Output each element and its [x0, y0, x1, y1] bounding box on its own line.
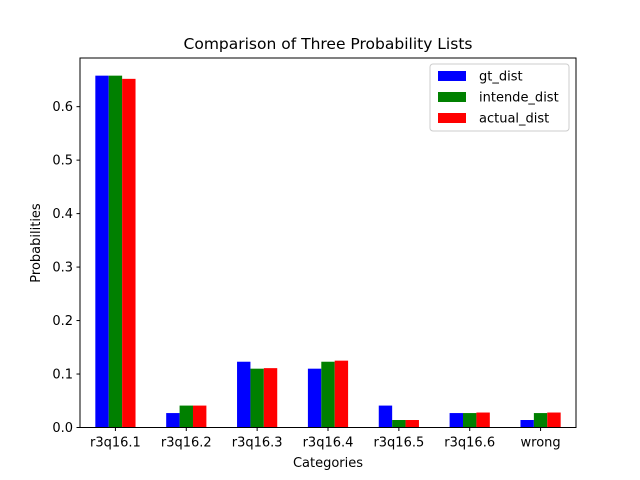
bar-actual_dist-r3q16.4 — [334, 360, 349, 428]
bar-actual_dist-r3q16.6 — [476, 412, 490, 428]
legend: gt_dist intende_dist actual_dist — [429, 63, 570, 132]
bar-gt_dist-r3q16.1 — [95, 75, 109, 428]
bars-group — [95, 75, 561, 428]
legend-label-actual_dist: actual_dist — [479, 112, 549, 127]
x-tick-label: r3q16.6 — [444, 436, 495, 451]
bar-actual_dist-r3q16.2 — [192, 405, 207, 428]
legend-label-intende_dist: intende_dist — [479, 91, 559, 106]
y-axis: 0.0 0.1 0.2 0.3 0.4 0.5 0.6 — [52, 100, 80, 436]
bar-gt_dist-r3q16.2 — [166, 413, 180, 428]
legend-swatch-intende_dist — [438, 92, 466, 102]
bar-gt_dist-wrong — [520, 420, 534, 428]
x-axis: r3q16.1 r3q16.2 r3q16.3 r3q16.4 r3q16.5 r3q16… — [90, 427, 561, 451]
y-tick-label: 0.3 — [52, 261, 73, 276]
y-axis-label: Probabilities — [29, 203, 44, 283]
bar-gt_dist-r3q16.5 — [378, 405, 393, 428]
x-tick-label: r3q16.4 — [303, 436, 354, 451]
x-tick-label: wrong — [521, 436, 561, 451]
bar-intende_dist-r3q16.5 — [392, 420, 406, 428]
y-tick-label: 0.4 — [52, 207, 73, 222]
y-tick-label: 0.5 — [52, 154, 73, 169]
y-tick-label: 0.1 — [52, 368, 73, 383]
bar-gt_dist-r3q16.3 — [237, 361, 251, 428]
legend-swatch-actual_dist — [438, 113, 466, 123]
y-tick-label: 0.2 — [52, 314, 73, 329]
y-tick-label: 0.6 — [52, 100, 73, 115]
bar-actual_dist-r3q16.3 — [263, 368, 278, 428]
bar-intende_dist-r3q16.3 — [250, 368, 264, 428]
x-axis-label: Categories — [293, 456, 363, 471]
bar-intende_dist-r3q16.6 — [463, 413, 477, 428]
bar-intende_dist-wrong — [533, 413, 548, 428]
x-tick-label: r3q16.3 — [232, 436, 283, 451]
bar-intende_dist-r3q16.4 — [321, 361, 335, 428]
bar-intende_dist-r3q16.1 — [108, 75, 123, 428]
bar-intende_dist-r3q16.2 — [179, 405, 193, 428]
bar-actual_dist-r3q16.1 — [122, 78, 136, 428]
legend-swatch-gt_dist — [438, 71, 466, 81]
y-tick-label: 0.0 — [52, 421, 73, 436]
chart-title: Comparison of Three Probability Lists — [184, 35, 473, 53]
bar-actual_dist-r3q16.5 — [405, 420, 419, 428]
legend-label-gt_dist: gt_dist — [479, 70, 523, 85]
x-tick-label: r3q16.5 — [373, 436, 424, 451]
bar-gt_dist-r3q16.4 — [307, 368, 322, 428]
x-tick-label: r3q16.2 — [161, 436, 212, 451]
bar-actual_dist-wrong — [547, 412, 561, 428]
bar-gt_dist-r3q16.6 — [449, 413, 464, 428]
x-tick-label: r3q16.1 — [90, 436, 141, 451]
